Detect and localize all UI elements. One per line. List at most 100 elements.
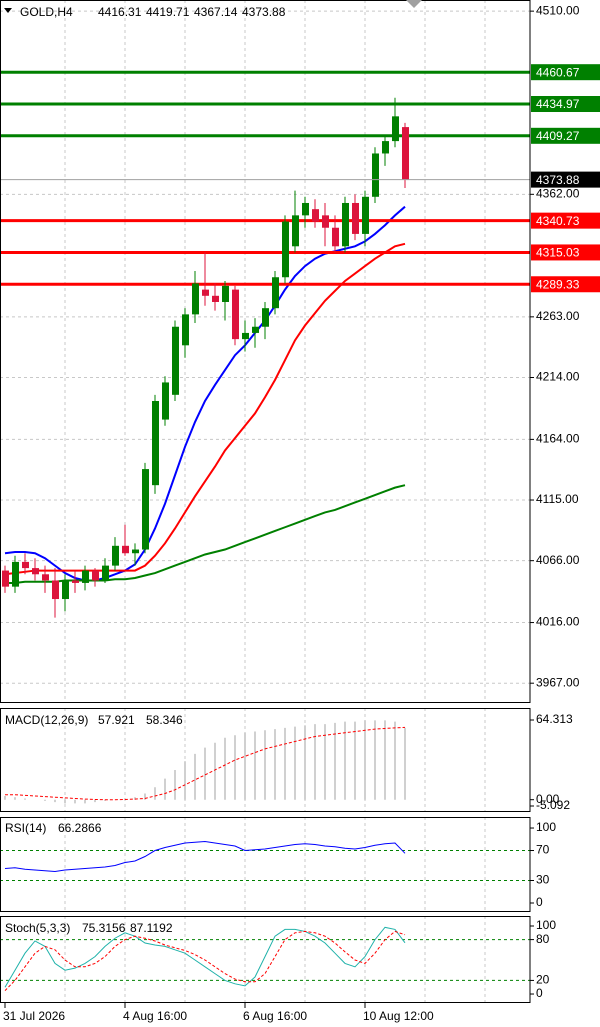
close-readout: 4373.88 [242, 5, 286, 19]
y-tick-label: 64.313 [536, 712, 573, 726]
level-label-box [531, 96, 600, 113]
macd-readout: 57.921 [98, 713, 135, 727]
candle-body [232, 289, 239, 340]
candle-body [82, 570, 89, 583]
y-tick-label: 0 [536, 895, 543, 909]
candle-body [302, 202, 309, 216]
candle-body [332, 227, 339, 247]
x-tick-label: 4 Aug 16:00 [123, 1009, 187, 1023]
candle-body [242, 332, 249, 340]
x-tick-label: 10 Aug 12:00 [363, 1009, 434, 1023]
candle-body [152, 401, 159, 486]
y-tick-label: -5.092 [536, 798, 570, 812]
candle-body [272, 277, 279, 309]
macd-title: MACD(12,26,9) [5, 713, 88, 727]
y-tick-label: 4214.00 [536, 370, 580, 384]
price-label-box [531, 171, 600, 188]
panel-frame [0, 0, 531, 703]
y-tick-label: 100 [536, 918, 556, 932]
candle-body [42, 574, 49, 581]
candle-body [12, 561, 19, 587]
low-readout: 4367.14 [194, 5, 238, 19]
open-readout: 4416.31 [98, 5, 142, 19]
shift-marker [406, 0, 422, 8]
x-tick-label: 6 Aug 16:00 [243, 1009, 307, 1023]
candle-body [52, 580, 59, 600]
stoch-title: Stoch(5,3,3) [5, 921, 70, 935]
indicator-line [4, 841, 406, 873]
panel-frame [0, 817, 531, 912]
candle-body [212, 295, 219, 302]
candle-body [2, 570, 9, 587]
indicator-line [4, 930, 406, 991]
candle-body [172, 326, 179, 395]
candle-body [322, 215, 329, 228]
candle-body [62, 580, 69, 600]
candle-body [372, 153, 379, 197]
y-tick-label: 4164.00 [536, 432, 580, 446]
indicator-line [5, 484, 406, 584]
candle-body [402, 127, 409, 180]
stoch-signal-readout: 87.1192 [130, 921, 173, 935]
candle-body [122, 545, 129, 554]
candle-body [392, 116, 399, 142]
candle-body [312, 209, 319, 222]
high-readout: 4419.71 [146, 5, 190, 19]
level-label-box [531, 276, 600, 293]
y-tick-label: 30 [536, 873, 550, 887]
x-tick-label: 31 Jul 2026 [3, 1009, 65, 1023]
candle-body [362, 196, 369, 234]
candle-body [92, 570, 99, 581]
y-tick-label: 4263.00 [536, 309, 580, 323]
candle-body [292, 215, 299, 247]
signal-readout: 58.346 [146, 713, 183, 727]
candle-body [252, 326, 259, 333]
panel-frame [0, 708, 531, 812]
y-tick-label: 70 [536, 843, 550, 857]
price-label: 4373.88 [536, 173, 580, 187]
candle-body [72, 580, 79, 583]
y-tick-label: 0 [536, 986, 543, 1000]
y-tick-label: 80 [536, 932, 550, 946]
level-label: 4460.67 [536, 65, 580, 79]
indicator-line [5, 726, 406, 801]
level-label: 4340.73 [536, 214, 580, 228]
candle-body [352, 202, 359, 234]
candle-body [222, 285, 229, 302]
candle-body [32, 568, 39, 575]
level-label-box [531, 212, 600, 229]
panel-frame [0, 916, 531, 1003]
candle-body [202, 289, 209, 296]
y-tick-label: 4115.00 [536, 492, 579, 506]
level-label: 4289.33 [536, 277, 580, 291]
y-tick-label: 0.00 [536, 792, 560, 806]
candle-body [342, 202, 349, 247]
indicator-line [4, 205, 406, 582]
y-tick-label: 4066.00 [536, 553, 580, 567]
level-label-box [531, 244, 600, 261]
level-label: 4434.97 [536, 97, 580, 111]
candle-body [382, 141, 389, 154]
y-tick-label: 4016.00 [536, 615, 580, 629]
level-label-box [531, 127, 600, 144]
candle-body [282, 221, 289, 278]
y-tick-label: 100 [536, 820, 556, 834]
candle-body [142, 469, 149, 550]
candle-body [262, 308, 269, 327]
candle-body [182, 314, 189, 346]
rsi-title: RSI(14) [5, 821, 46, 835]
y-tick-label: 4362.00 [536, 186, 580, 200]
indicator-line [4, 242, 406, 576]
indicator-line [4, 926, 406, 988]
candle-body [112, 545, 119, 566]
stoch-readout: 75.3156 [82, 921, 126, 935]
candle-body [102, 565, 109, 581]
candle-body [22, 561, 29, 569]
candle-body [162, 382, 169, 420]
candle-body [192, 283, 199, 315]
chart-title: GOLD,H4 [20, 5, 73, 19]
y-tick-label: 20 [536, 973, 550, 987]
